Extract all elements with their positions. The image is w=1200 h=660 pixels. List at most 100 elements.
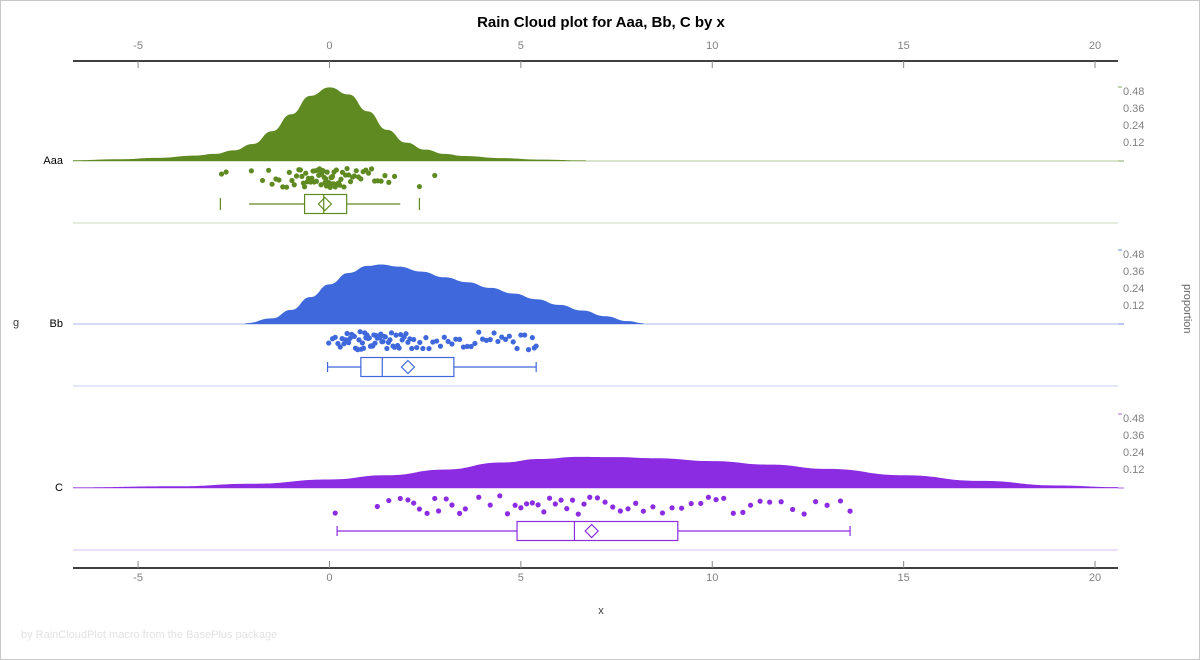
jitter-dot [510,339,516,345]
jitter-dot [713,497,719,503]
jitter-dot [813,499,819,505]
jitter-dot [417,339,423,346]
jitter-dot [529,335,535,341]
jitter-dot [420,345,426,352]
box-iqr [303,193,348,215]
jitter-dot [460,344,467,350]
jitter-dot [424,510,430,516]
jitter-dot [378,178,384,184]
jitter-dot [625,506,631,512]
jitter-dot [360,345,367,351]
jitter-dot [259,177,266,184]
jitter-dot [411,500,417,506]
x-tick-label-top: 0 [326,40,333,52]
jitter-dot [437,343,444,349]
jitter-dot [837,498,844,504]
jitter-dot [546,495,553,501]
jitter-dot [847,508,853,514]
jitter-dot [669,505,675,511]
jitter-dots-aaa [218,165,438,190]
jitter-dot [374,503,380,510]
proportion-axis-label: proportion [1181,284,1193,334]
jitter-dot [449,502,455,508]
jitter-dot [453,336,459,342]
jitter-dot [338,176,344,182]
proportion-tick-label: 0.12 [1123,137,1145,149]
jitter-dot [357,329,363,335]
jitter-dot [698,500,704,507]
jitter-dot [476,494,482,500]
jitter-dot [347,179,354,185]
jitter-dot [464,343,470,350]
x-tick-label-bottom: 5 [517,572,524,584]
jitter-dot [333,167,339,173]
jitter-dot [414,344,420,351]
jitter-dot [522,332,528,338]
jitter-dot [409,345,415,352]
jitter-dot [386,179,392,185]
jitter-dot [491,330,497,336]
jitter-dot [504,511,511,517]
jitter-dot [518,332,524,338]
jitter-dot [351,173,357,179]
jitter-dot [289,177,295,184]
group-label-aaa: Aaa [43,155,63,167]
jitter-dot [524,501,530,507]
jitter-dot [650,504,656,510]
jitter-dot [688,500,694,507]
jitter-dot [575,511,581,517]
jitter-dot [286,169,292,175]
jitter-dot [594,495,601,501]
x-tick-label-top: -5 [133,40,143,52]
jitter-dot [757,498,763,504]
jitter-dot [405,497,411,503]
jitter-dot [801,511,807,517]
proportion-tick-label: 0.48 [1123,86,1145,98]
proportion-tick-label: 0.36 [1123,103,1145,115]
jitter-dot [344,165,350,172]
y-axis-label: g [13,317,20,329]
jitter-dot [303,170,309,176]
jitter-dot [529,500,535,506]
x-tick-label-top: 15 [897,40,910,52]
jitter-dot [393,332,399,338]
jitter-dot [487,337,493,343]
jitter-dot [218,171,225,177]
jitter-dot [778,499,784,505]
jitter-dot [269,181,275,187]
jitter-dot [380,338,386,345]
x-tick-label-bottom: 0 [326,572,333,584]
group-label-c: C [55,482,63,494]
jitter-dot [353,168,359,174]
jitter-dot [679,505,685,511]
jitter-dot [790,506,796,513]
jitter-dot [514,345,520,352]
jitter-dot [441,334,447,340]
jitter-dot [391,173,398,180]
jitter-dot [318,182,324,188]
jitter-dot [368,166,375,172]
density-cloud-c [73,456,1118,488]
jitter-dot [426,345,432,352]
jitter-dot [372,340,378,346]
jitter-dot [602,499,608,505]
proportion-tick-label: 0.24 [1123,447,1145,459]
jitter-dot [767,499,773,505]
jitter-dot [564,506,570,512]
jitter-dots-bb [326,329,539,353]
x-tick-label-bottom: 10 [706,572,719,584]
box-iqr [360,356,455,378]
jitter-dot [705,494,712,500]
jitter-dot [512,502,518,508]
x-tick-label-top: 10 [706,40,719,52]
jitter-dot [525,347,532,353]
jitter-dot [388,330,395,336]
jitter-dot [411,336,417,343]
jitter-dot [358,176,364,182]
jitter-dot [569,497,576,503]
jitter-dot [351,333,357,339]
proportion-tick-label: 0.12 [1123,464,1145,476]
jitter-dot [283,184,290,190]
jitter-dot [740,509,746,515]
